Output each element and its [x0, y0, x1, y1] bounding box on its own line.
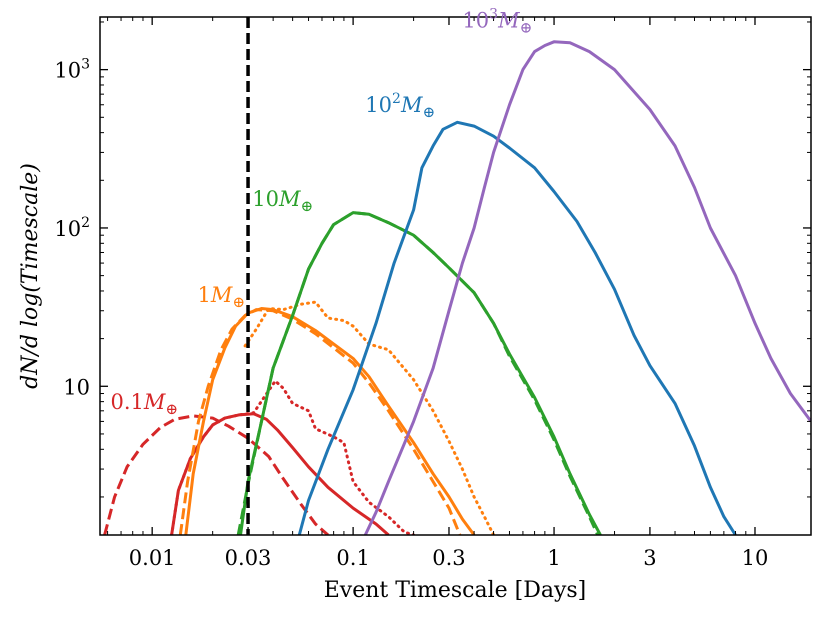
series-1-line-dashed	[178, 308, 462, 535]
x-tick-label: 1	[547, 546, 560, 570]
series-label-1: 1M⊕	[197, 283, 244, 311]
x-tick-label: 10	[742, 546, 769, 570]
x-tick-label: 3	[643, 546, 656, 570]
series-2-line-dashed	[236, 211, 600, 535]
x-tick-label: 0.03	[225, 546, 272, 570]
x-tick-label: 0.01	[129, 546, 176, 570]
series-4-line-solid	[363, 40, 811, 535]
label-layer: 0.1M⊕ 1M⊕ 10M⊕ 102M⊕ 103M⊕	[110, 6, 532, 418]
series-label-3: 102M⊕	[365, 91, 435, 121]
series-0-line-dashed	[103, 414, 329, 535]
series-2-line-solid	[239, 211, 602, 535]
y-tick-label: 10	[63, 375, 90, 399]
y-tick-label: 102	[54, 215, 90, 241]
series-label-0: 0.1M⊕	[110, 390, 178, 418]
series-3-line-solid	[297, 120, 737, 535]
y-axis-title: dN/d log(Timescale)	[18, 163, 43, 389]
tick-layer: 0.01 0.03 0.1 0.3 1 3 10 10 102 103	[54, 17, 811, 570]
series-0-line-solid	[170, 412, 390, 535]
series-layer	[103, 40, 811, 535]
x-tick-label: 0.1	[336, 546, 369, 570]
series-1-line-dotted	[243, 300, 496, 535]
series-label-2: 10M⊕	[252, 187, 313, 215]
series-label-4: 103M⊕	[462, 6, 532, 36]
series-1-line-solid	[184, 307, 476, 535]
x-axis-title: Event Timescale [Days]	[324, 578, 587, 603]
x-tick-label: 0.3	[432, 546, 465, 570]
y-tick-label: 103	[54, 57, 90, 83]
series-0-line-dotted	[170, 379, 416, 535]
